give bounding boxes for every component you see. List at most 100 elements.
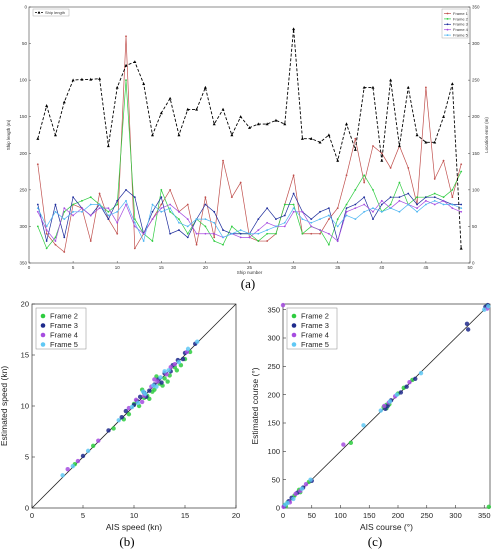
series-frame-4-marker: [336, 240, 339, 242]
speed-legend-label: Frame 5: [50, 340, 78, 349]
speed-point-frame-5: [70, 463, 76, 469]
panel-a-line-chart: 0 5 10 15 20 25 30 35 40 45 5005010015020025030035…: [6, 5, 489, 276]
series-ship-length-marker: [159, 111, 163, 115]
series-ship-length-marker: [106, 144, 110, 148]
course-point-frame-4: [293, 491, 298, 497]
series-frame-2-marker: [178, 218, 180, 221]
x-tick-label: 15: [159, 265, 165, 270]
legend-left: Ship length: [32, 8, 70, 17]
series-frame-4-marker: [133, 225, 136, 228]
series-ship-length-marker: [292, 27, 296, 31]
series-frame-2-marker: [301, 232, 304, 235]
series-frame-2-marker: [125, 79, 127, 82]
series-ship-length-marker: [177, 133, 181, 137]
series-frame-5-marker: [98, 203, 101, 206]
series-frame-3-marker: [178, 229, 180, 231]
series-ship-length-marker: [150, 133, 154, 137]
series-frame-4-marker: [433, 203, 436, 206]
series-frame-4-marker: [195, 232, 198, 235]
speed-legend-marker: [40, 323, 46, 328]
series-ship-length-marker: [124, 63, 128, 67]
series-frame-5-marker: [327, 214, 330, 217]
course-point-frame-5: [378, 408, 383, 413]
course-x-axis-label: AIS course (°): [360, 522, 413, 532]
x-tick-label: 20: [203, 265, 209, 270]
x-tick-label: 35: [335, 265, 341, 270]
y-left-tick-label: 0: [24, 5, 27, 10]
series-frame-2-marker: [169, 210, 172, 213]
course-point-frame-5: [285, 500, 290, 506]
course-point-frame-3: [404, 384, 409, 389]
series-frame-5-marker: [389, 207, 392, 210]
legend-frame-label: Frame 1: [453, 11, 469, 16]
speed-point-frame-5: [176, 359, 182, 365]
series-frame-3-marker: [239, 232, 242, 235]
legend-ship-length-marker: [37, 11, 41, 14]
series-frame-2-marker: [160, 188, 163, 191]
series-ship-length-marker: [406, 85, 410, 89]
series-frame-5-marker: [54, 210, 57, 213]
speed-point-frame-3: [123, 408, 129, 414]
series-frame-5-marker: [186, 225, 189, 228]
series-ship-length-marker: [256, 122, 260, 126]
series-frame-3-marker: [407, 192, 410, 195]
speed-point-frame-2: [91, 443, 96, 448]
series-frame-1-marker: [213, 236, 216, 239]
series-ship-length-marker: [186, 107, 190, 111]
course-x-tick-label: 150: [363, 511, 376, 520]
legend-left-box: [32, 8, 70, 17]
course-point-frame-3: [385, 403, 390, 409]
series-frame-4-marker: [345, 210, 348, 213]
series-frame-2-marker: [89, 196, 92, 199]
series-ship-length-marker: [309, 137, 313, 140]
speed-point-frame-2: [165, 379, 170, 384]
series-frame-3-marker: [54, 203, 57, 206]
course-y-tick-label: 350: [267, 305, 280, 314]
series-frame-5-marker: [89, 203, 92, 206]
series-ship-length-marker: [345, 122, 349, 126]
series-frame-2-marker: [336, 218, 339, 221]
x-tick-label: 40: [379, 265, 385, 270]
x-tick-label: 10: [115, 265, 121, 270]
series-frame-3-marker: [372, 218, 374, 221]
series-frame-5-marker: [151, 203, 154, 206]
series-frame-4-marker: [125, 203, 127, 206]
series-frame-1-marker: [292, 174, 295, 177]
series-frame-5-marker: [81, 210, 83, 213]
panel-c-course-scatter: 0 50 100 150 200 250 300 350 0 50 100 150 200 250 300 3…: [250, 302, 492, 532]
legend-frame-marker: [446, 34, 449, 36]
speed-point-frame-3: [137, 394, 143, 400]
series-frame-3-marker: [398, 196, 401, 199]
series-frame-5-marker: [45, 225, 48, 228]
course-x-tick-label: 250: [420, 511, 433, 520]
series-frame-2-marker: [36, 225, 39, 228]
speed-point-frame-2: [174, 368, 180, 373]
panel-label-c: (c): [368, 534, 382, 549]
series-ship-length-marker: [248, 126, 251, 129]
series-frame-1-marker: [239, 181, 242, 184]
series-frame-1-marker: [442, 159, 445, 162]
series-frame-4-marker: [416, 207, 418, 210]
series-frame-1-marker: [389, 167, 392, 169]
speed-x-tick-label: 15: [181, 511, 189, 520]
speed-point-frame-5: [154, 384, 159, 389]
series-frame-2-marker: [213, 240, 216, 242]
speed-point-frame-5: [162, 369, 167, 374]
series-frame-1-marker: [319, 232, 321, 235]
series-frame-1-marker: [380, 152, 383, 155]
y-right-tick-label: 200: [472, 114, 480, 119]
speed-point-frame-5: [185, 346, 191, 352]
speed-legend-label: Frame 4: [50, 331, 78, 340]
speed-point-frame-5: [135, 400, 141, 406]
y-right-axis-label: Location error (m): [484, 117, 489, 153]
legend-frame-label: Frame 2: [453, 16, 469, 21]
speed-x-axis-label: AIS speed (kn): [106, 522, 162, 532]
speed-x-tick-label: 0: [30, 511, 34, 520]
series-frame-4-marker: [213, 232, 216, 235]
series-frame-1-marker: [45, 232, 48, 235]
series-frame-2-marker: [116, 203, 119, 206]
speed-point-frame-3: [119, 415, 124, 420]
series-frame-5-marker: [107, 214, 110, 217]
series-frame-4-marker: [398, 199, 401, 202]
series-frame-1-marker: [425, 86, 427, 89]
